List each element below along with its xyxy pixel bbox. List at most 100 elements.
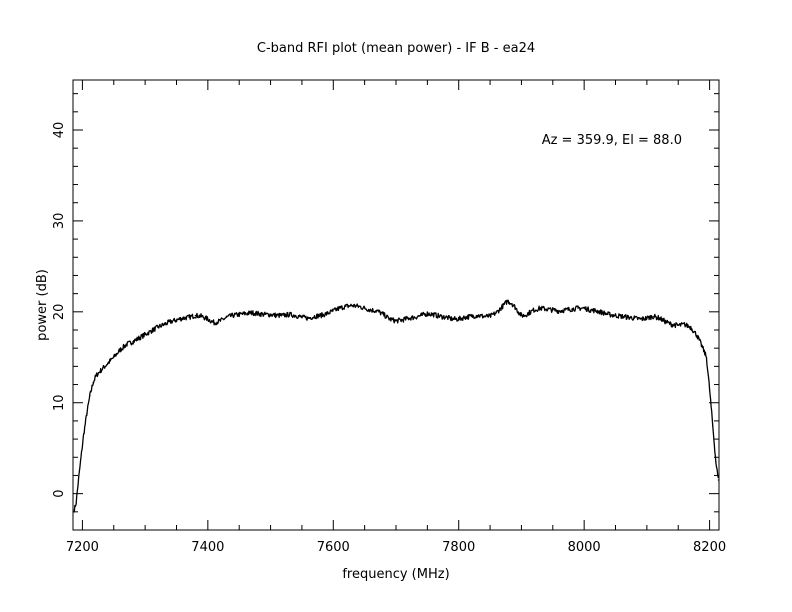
data-point [621,315,623,317]
data-point [458,318,460,320]
data-point [433,313,435,316]
data-point [320,314,322,317]
data-point [652,315,654,317]
series-line-0 [73,299,720,513]
data-point [338,307,341,309]
data-point [251,312,253,314]
y-tick-label: 30 [52,213,67,230]
x-tick-label: 7600 [317,540,350,555]
data-point [608,313,610,316]
data-point [420,314,422,317]
data-point [175,319,178,321]
data-point [357,305,359,307]
data-point [495,312,497,314]
data-point [92,382,94,384]
data-point [511,303,513,305]
x-tick-label: 8200 [693,540,726,555]
data-point [589,309,592,311]
data-point [269,313,272,316]
data-point [150,330,152,332]
data-point [100,369,102,371]
data-point [86,413,88,415]
data-point [131,341,134,343]
data-point [426,313,428,315]
data-point [602,312,604,314]
data-point [489,315,491,317]
chart-annotation: Az = 359.9, El = 88.0 [542,133,682,148]
data-point [144,333,146,336]
data-point [83,433,85,436]
data-point [552,309,554,311]
data-point [89,394,91,397]
y-tick-label: 20 [52,304,67,321]
data-point [533,309,535,311]
data-point [401,319,403,321]
data-point [345,305,347,307]
data-point [476,314,479,317]
data-point [715,461,717,463]
data-point [445,316,447,318]
data-point [257,313,259,315]
data-point [470,315,472,317]
data-point [633,317,635,319]
data-point [295,314,297,317]
data-point [483,315,485,317]
y-tick-label: 10 [52,394,67,411]
data-point [244,313,247,315]
data-point [558,310,560,312]
x-tick-label: 7200 [66,540,99,555]
data-point [307,317,309,319]
data-point [705,356,708,358]
data-point [439,315,441,317]
data-point [583,307,585,309]
data-point [106,363,109,365]
data-point [539,307,541,309]
data-point [577,307,579,309]
data-point [332,310,334,312]
x-axis-label: frequency (MHz) [342,567,449,582]
data-point [614,314,617,317]
data-point [640,318,642,320]
data-point [414,316,416,318]
data-point [517,311,519,313]
data-point [313,315,316,317]
data-point [507,300,509,302]
series-group [73,299,720,513]
data-point [213,322,215,324]
data-point [527,313,529,315]
data-point [75,502,77,504]
data-point [232,314,234,317]
data-point [376,310,378,312]
data-point [690,326,692,328]
data-point [464,316,466,318]
data-point [502,305,504,307]
data-point [712,424,714,427]
data-point [157,326,159,328]
x-tick-label: 7400 [191,540,224,555]
data-point [288,313,290,316]
data-point [200,315,203,317]
data-point [226,316,228,318]
data-point [79,461,82,463]
data-point [301,316,303,318]
data-point [282,314,284,317]
data-point [658,317,661,319]
ticks-group: 7200 7400 7600 7800 8000 8200 0 10 20 30 40 [52,80,726,555]
data-point [125,343,127,346]
data-point [701,345,703,347]
data-point [564,309,566,311]
data-point [370,309,372,311]
data-point [514,306,516,308]
data-point [520,314,523,317]
data-point [77,483,79,486]
y-tick-label: 0 [52,489,67,497]
data-point [545,308,548,310]
data-point [627,316,629,318]
data-point [207,318,209,320]
data-point [138,337,140,339]
data-point [523,314,526,317]
data-point [683,323,686,326]
data-point [671,323,673,326]
data-point [263,313,265,316]
x-tick-label: 7800 [442,540,475,555]
